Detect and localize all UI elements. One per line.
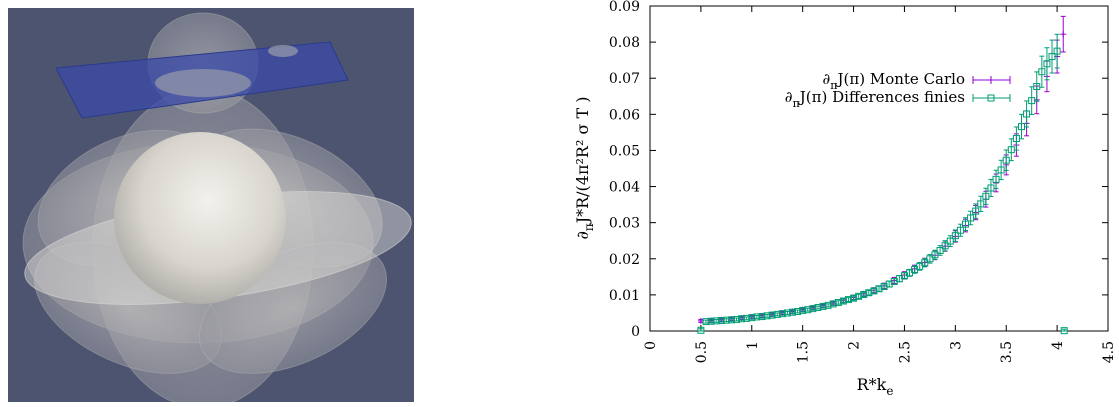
y-axis-label-part: ∂ [573,231,592,239]
marker-square [1038,68,1046,76]
x-tick-label: 4.5 [1101,341,1117,363]
marker-square [768,311,776,319]
legend: ∂πJ(π) Monte Carlo ∂πJ(π) Differences fi… [785,70,1011,110]
x-tick-label: 4 [1050,341,1066,350]
y-axis-label-rest: J*R/(4π²R² σ T ) [573,97,592,226]
3d-render-panel [8,8,414,407]
marker-square [763,312,771,320]
marker-square [1048,53,1056,61]
plane-intersection [155,69,251,97]
data-point [1043,47,1051,81]
data-point [1033,71,1041,102]
x-axis-label-sub: e [886,384,893,398]
legend-entry-monte-carlo: ∂πJ(π) Monte Carlo [823,70,966,92]
data-point [1060,327,1068,335]
x-tick-label: 3 [948,341,964,350]
y-tick-label: 0.08 [609,35,640,51]
marker-square [926,255,934,263]
data-point [977,195,985,213]
series-monte-carlo [697,15,1067,324]
marker-square [1033,83,1041,91]
marker-square [727,316,735,324]
marker-square [758,313,766,321]
y-tick-label: 0.07 [609,71,640,87]
marker-square [941,242,949,250]
y-axis-label-sub: π [582,223,596,231]
legend-entry-differences-finies: ∂πJ(π) Differences finies [785,88,965,110]
data-point [1060,15,1067,53]
legend-marker-differences-finies [972,94,1011,102]
x-tick-label: 0.5 [694,341,710,363]
x-tick-label: 1.5 [796,341,812,363]
marker-square [717,317,725,325]
marker-square [1053,47,1061,55]
y-tick-label: 0.01 [609,288,640,304]
marker-square [707,317,715,325]
y-tick-label: 0.02 [609,252,640,268]
series-layer [697,15,1068,335]
x-axis-ticks: 0 0.5 1 1.5 2 2.5 3 3.5 4 4.5 [643,6,1117,363]
marker-square [753,313,761,321]
data-point [697,326,705,334]
series-differences-finies [697,33,1068,335]
marker-square [865,289,873,297]
marker-square [788,308,796,316]
data-point [1028,86,1036,115]
marker-square [697,326,705,334]
y-tick-label: 0.03 [609,216,640,232]
marker-square [773,310,781,318]
plane-intersection-small [268,45,298,57]
x-axis-label: R*ke [857,375,894,398]
data-point [1053,33,1061,69]
data-point [1038,55,1046,88]
y-tick-label: 0.09 [609,0,640,15]
data-point [1048,39,1056,74]
legend-marker-monte-carlo [972,76,1011,84]
y-tick-label: 0.05 [609,143,640,159]
y-tick-label: 0.04 [609,180,640,196]
data-point [906,268,914,277]
x-tick-label: 3.5 [999,341,1015,363]
sphere [114,132,286,304]
y-axis-label: ∂πJ*R/(4π²R² σ T ) [573,97,596,240]
marker-square [951,232,959,240]
marker-square [738,315,746,323]
marker-square [733,315,741,323]
y-axis-ticks: 0 0.01 0.02 0.03 0.04 0.05 0.06 0.07 0.08 0.09 [609,0,1108,340]
marker-square [712,317,720,325]
x-axis-label-main: R*k [857,375,887,394]
marker-square [1043,60,1051,68]
y-tick-label: 0.06 [609,107,640,123]
marker-square [702,318,710,326]
marker-square [748,314,756,322]
y-tick-label: 0 [631,324,640,340]
marker-square [1060,327,1068,335]
plot-frame [649,5,1109,332]
data-point [733,315,741,323]
x-tick-label: 2 [847,341,863,350]
marker-square [799,306,807,314]
data-point [860,291,868,299]
marker-square [844,296,852,304]
marker-square [1028,97,1036,105]
3d-render-image [8,8,414,407]
marker-square [743,314,751,322]
x-tick-label: 0 [643,341,659,350]
marker-square [783,309,791,317]
data-point [1002,149,1010,171]
marker-square [778,310,786,318]
x-tick-label: 1 [745,341,761,350]
marker-square [962,220,970,228]
marker-square [722,316,730,324]
data-point [926,253,934,264]
x-tick-label: 2.5 [897,341,913,363]
